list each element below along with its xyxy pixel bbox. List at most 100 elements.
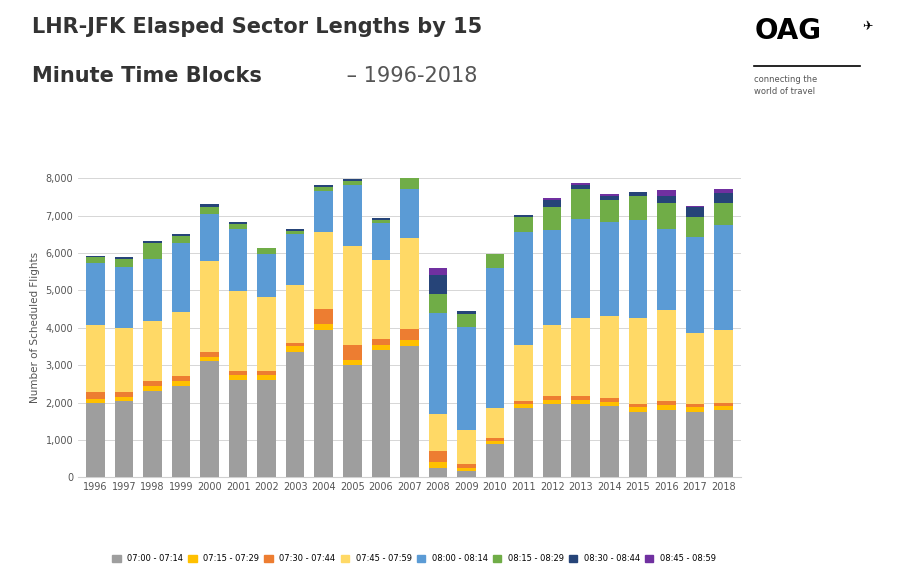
Text: ✈: ✈ — [861, 20, 871, 33]
Bar — [685, 205, 703, 208]
Bar — [713, 189, 732, 193]
Bar — [514, 232, 532, 344]
Bar — [571, 400, 589, 404]
Bar — [428, 462, 447, 468]
Bar — [599, 402, 618, 406]
Bar — [371, 339, 390, 344]
Bar — [115, 392, 133, 397]
Bar — [599, 406, 618, 477]
Bar — [229, 224, 247, 229]
Bar — [343, 246, 361, 346]
Text: – 1996-2018: – 1996-2018 — [340, 66, 477, 86]
Bar — [457, 430, 475, 464]
Bar — [172, 243, 190, 312]
Bar — [656, 190, 675, 196]
Bar — [257, 254, 276, 297]
Bar — [628, 404, 646, 407]
Bar — [200, 204, 219, 208]
Bar — [685, 412, 703, 477]
Bar — [286, 343, 304, 346]
Bar — [485, 440, 504, 444]
Bar — [172, 234, 190, 236]
Bar — [542, 396, 561, 400]
Bar — [485, 267, 504, 408]
Bar — [685, 217, 703, 237]
Bar — [599, 223, 618, 316]
Bar — [200, 208, 219, 214]
Text: connecting the
world of travel: connecting the world of travel — [754, 75, 817, 95]
Bar — [86, 258, 105, 263]
Bar — [200, 261, 219, 352]
Bar — [200, 357, 219, 361]
Bar — [86, 256, 105, 258]
Bar — [371, 223, 390, 260]
Bar — [286, 231, 304, 235]
Bar — [628, 193, 646, 196]
Bar — [685, 208, 703, 217]
Bar — [229, 229, 247, 291]
Bar — [172, 312, 190, 376]
Bar — [115, 401, 133, 477]
Bar — [428, 451, 447, 462]
Bar — [400, 329, 418, 340]
Bar — [599, 316, 618, 398]
Bar — [86, 399, 105, 402]
Bar — [428, 468, 447, 477]
Bar — [314, 187, 333, 191]
Bar — [571, 317, 589, 396]
Bar — [200, 352, 219, 357]
Bar — [371, 220, 390, 223]
Bar — [542, 325, 561, 396]
Bar — [542, 198, 561, 200]
Bar — [514, 401, 532, 404]
Bar — [172, 376, 190, 381]
Bar — [314, 329, 333, 477]
Bar — [400, 160, 418, 169]
Bar — [400, 340, 418, 346]
Bar — [514, 404, 532, 408]
Bar — [314, 185, 333, 187]
Bar — [542, 230, 561, 325]
Bar — [457, 327, 475, 430]
Bar — [200, 214, 219, 261]
Bar — [514, 217, 532, 232]
Bar — [428, 414, 447, 451]
Bar — [115, 328, 133, 392]
Bar — [400, 158, 418, 160]
Bar — [685, 237, 703, 332]
Bar — [485, 408, 504, 438]
Bar — [314, 324, 333, 329]
Bar — [656, 405, 675, 410]
Bar — [599, 200, 618, 223]
Bar — [286, 229, 304, 231]
Bar — [571, 218, 589, 317]
Bar — [257, 297, 276, 371]
Bar — [656, 401, 675, 405]
Bar — [343, 365, 361, 477]
Bar — [485, 444, 504, 477]
Bar — [286, 285, 304, 343]
Bar — [343, 179, 361, 181]
Bar — [713, 329, 732, 402]
Bar — [713, 202, 732, 225]
Bar — [485, 255, 504, 267]
Bar — [314, 232, 333, 309]
Bar — [713, 225, 732, 329]
Bar — [713, 402, 732, 406]
Bar — [514, 214, 532, 217]
Bar — [86, 325, 105, 392]
Bar — [371, 344, 390, 350]
Bar — [115, 267, 133, 328]
Legend: 07:00 - 07:14, 07:15 - 07:29, 07:30 - 07:44, 07:45 - 07:59, 08:00 - 08:14, 08:15: 07:00 - 07:14, 07:15 - 07:29, 07:30 - 07… — [110, 553, 717, 565]
Bar — [685, 332, 703, 404]
Bar — [457, 467, 475, 470]
Bar — [713, 410, 732, 477]
Bar — [371, 218, 390, 220]
Bar — [371, 260, 390, 339]
Bar — [514, 344, 532, 401]
Bar — [656, 196, 675, 204]
Bar — [86, 263, 105, 325]
Bar — [457, 315, 475, 327]
Bar — [428, 294, 447, 313]
Text: LHR-JFK Elasped Sector Lengths by 15: LHR-JFK Elasped Sector Lengths by 15 — [32, 17, 482, 37]
